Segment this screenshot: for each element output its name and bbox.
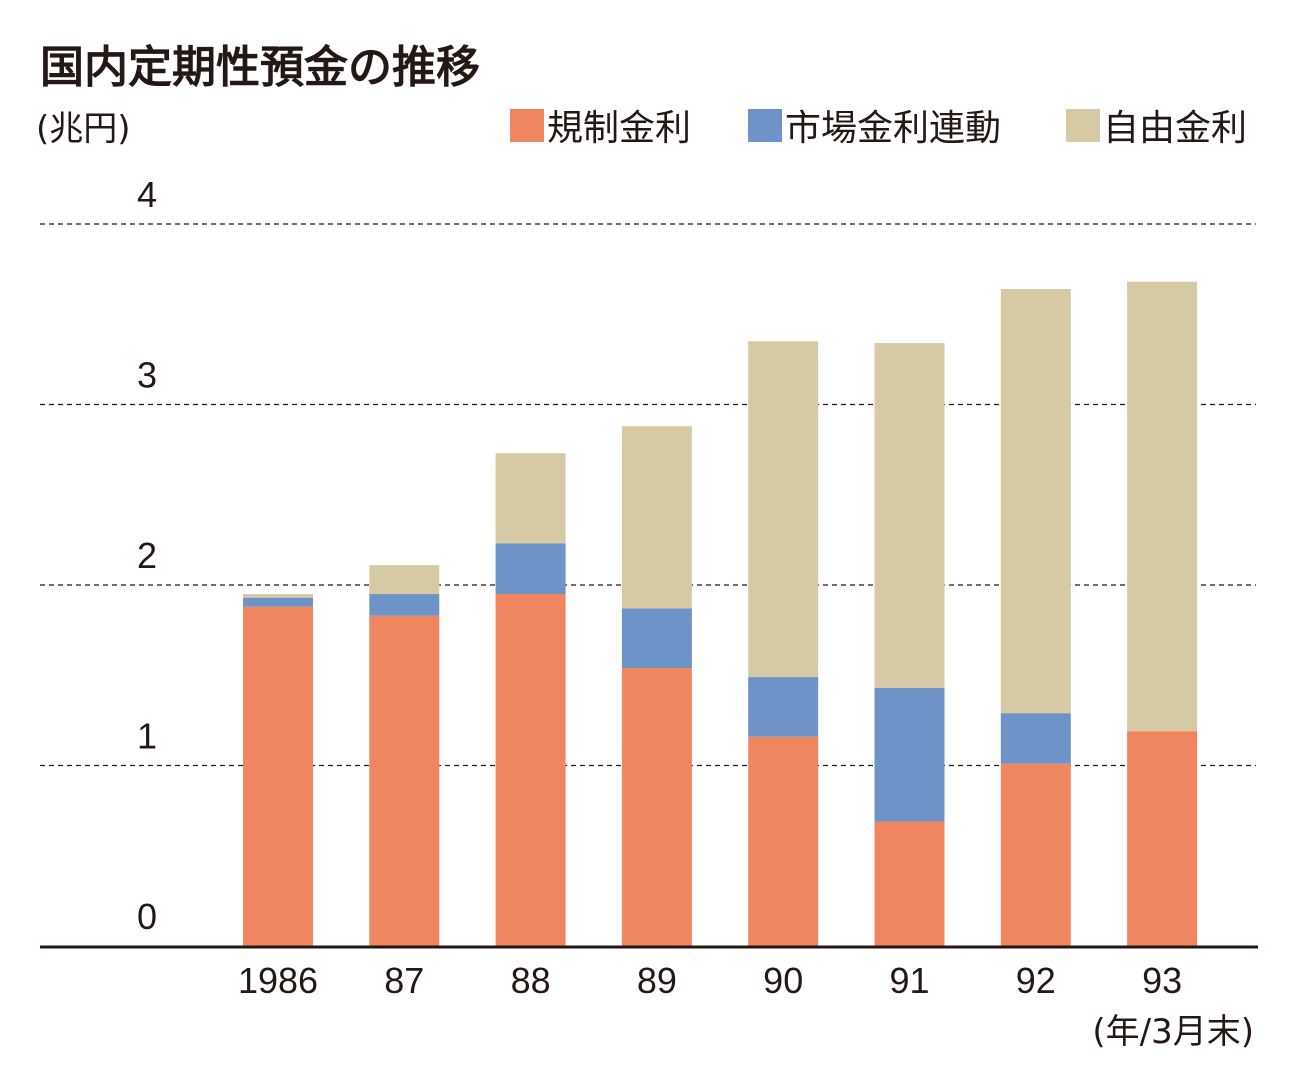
bars bbox=[243, 281, 1198, 946]
legend-swatch bbox=[748, 109, 782, 142]
bar-segment-89-2 bbox=[621, 426, 692, 609]
bar-segment-93-0 bbox=[1127, 731, 1198, 946]
y-axis-unit: (兆円) bbox=[36, 109, 131, 149]
x-tick-label: 88 bbox=[511, 960, 551, 1001]
bar-segment-90-0 bbox=[748, 736, 819, 946]
legend-label: 規制金利 bbox=[547, 108, 691, 149]
bar-segment-87-2 bbox=[369, 565, 440, 595]
x-tick-label: 92 bbox=[1016, 960, 1056, 1001]
bar-segment-87-0 bbox=[369, 615, 440, 946]
legend: 規制金利 市場金利連動 自由金利 bbox=[510, 108, 1247, 149]
bar-segment-88-2 bbox=[495, 453, 566, 544]
bar-segment-89-1 bbox=[621, 608, 692, 669]
bar-segment-90-2 bbox=[748, 341, 819, 678]
bar-segment-88-1 bbox=[495, 543, 566, 595]
bar-segment-92-2 bbox=[1000, 288, 1071, 714]
bar-segment-1986-2 bbox=[243, 594, 313, 598]
y-tick-label: 0 bbox=[137, 896, 157, 937]
x-tick-label: 90 bbox=[763, 960, 803, 1001]
x-tick-label: 1986 bbox=[238, 960, 318, 1001]
y-axis-ticks: 0 1 2 3 4 bbox=[137, 174, 157, 937]
bar-segment-92-0 bbox=[1000, 763, 1071, 946]
legend-swatch bbox=[510, 109, 544, 142]
x-axis-unit: (年/3月末) bbox=[1092, 1012, 1254, 1052]
bar-segment-93-2 bbox=[1127, 281, 1198, 732]
legend-swatch bbox=[1066, 109, 1100, 142]
bar-segment-89-0 bbox=[621, 668, 692, 946]
bar-segment-91-0 bbox=[874, 821, 945, 946]
bar-segment-87-1 bbox=[369, 594, 440, 616]
x-axis-ticks: 1986 87 88 89 90 91 92 93 bbox=[238, 960, 1182, 1001]
legend-label: 自由金利 bbox=[1103, 108, 1247, 149]
bar-segment-88-0 bbox=[495, 594, 566, 946]
bar-segment-91-1 bbox=[874, 687, 945, 822]
y-tick-label: 3 bbox=[137, 355, 157, 396]
bar-segment-1986-0 bbox=[243, 606, 313, 946]
chart-title: 国内定期性預金の推移 bbox=[40, 42, 480, 93]
bar-segment-90-1 bbox=[748, 677, 819, 737]
bar-segment-1986-1 bbox=[243, 597, 313, 607]
y-tick-label: 1 bbox=[137, 716, 157, 757]
x-tick-label: 87 bbox=[384, 960, 424, 1001]
x-tick-label: 93 bbox=[1142, 960, 1182, 1001]
x-tick-label: 89 bbox=[637, 960, 677, 1001]
bar-segment-92-1 bbox=[1000, 713, 1071, 764]
bar-segment-91-2 bbox=[874, 343, 945, 688]
x-tick-label: 91 bbox=[889, 960, 929, 1001]
y-tick-label: 2 bbox=[137, 535, 157, 576]
legend-label: 市場金利連動 bbox=[785, 108, 1001, 149]
y-tick-label: 4 bbox=[137, 174, 157, 215]
